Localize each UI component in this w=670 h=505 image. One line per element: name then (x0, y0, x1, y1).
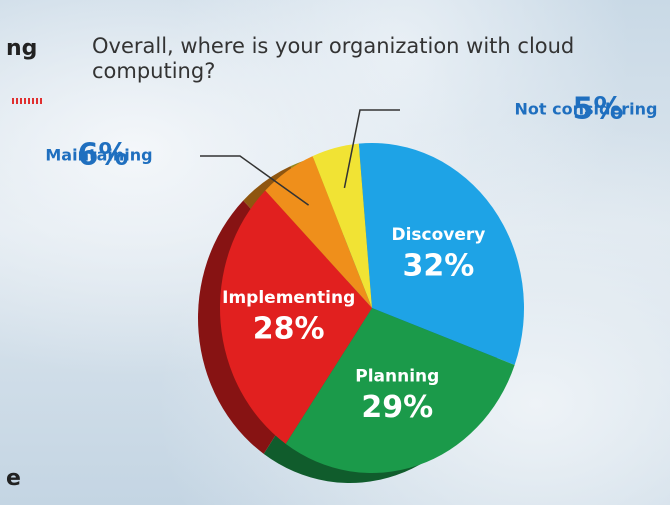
category-label: Implementing (222, 288, 355, 308)
category-label: Planning (355, 367, 439, 387)
cropped-text: ng (6, 36, 38, 61)
category-label: Discovery (391, 225, 485, 245)
leader-line (200, 155, 310, 206)
value-label: 6% (78, 138, 129, 173)
value-label: 28% (253, 311, 325, 346)
chart-title: Overall, where is your organization with… (92, 34, 575, 83)
slice (312, 143, 372, 308)
slice (285, 308, 515, 473)
decoration (12, 98, 42, 104)
category-label: Maintaining (45, 146, 152, 165)
category-label: Not considering (515, 100, 658, 119)
cropped-text: e (6, 466, 21, 491)
slice (220, 190, 372, 444)
value-label: 29% (361, 390, 433, 425)
slice (358, 143, 524, 365)
leader-line (343, 109, 400, 189)
value-label: 5% (573, 92, 624, 127)
value-label: 32% (403, 248, 475, 283)
